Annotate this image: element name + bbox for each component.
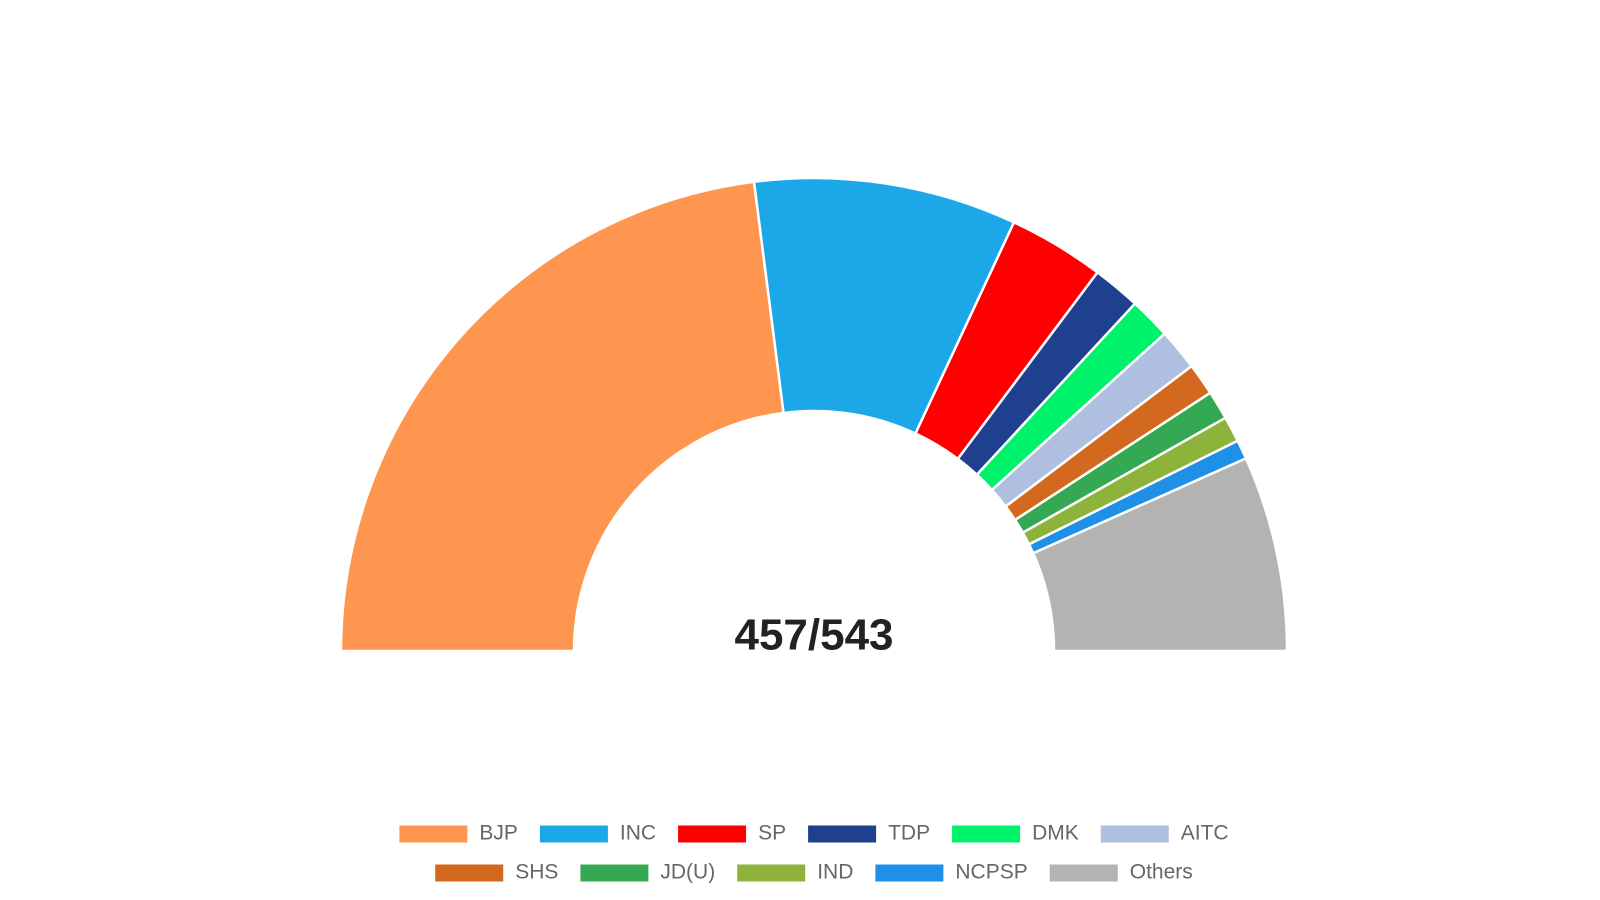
segment: [339, 180, 785, 653]
legend-item[interactable]: SP: [678, 822, 786, 845]
legend-swatch: [399, 825, 468, 843]
legend-swatch: [875, 864, 944, 882]
legend-label: SHS: [515, 861, 558, 884]
legend-label: DMK: [1032, 822, 1079, 845]
legend-label: JD(U): [660, 861, 715, 884]
legend-swatch: [1100, 825, 1169, 843]
legend-label: AITC: [1181, 822, 1229, 845]
legend-item[interactable]: INC: [539, 822, 656, 845]
legend-swatch: [808, 825, 877, 843]
legend-item[interactable]: IND: [737, 861, 853, 884]
legend-label: SP: [758, 822, 786, 845]
legend-label: NCPSP: [955, 861, 1027, 884]
legend-item[interactable]: NCPSP: [875, 861, 1028, 884]
segment: [1031, 456, 1289, 653]
legend-swatch: [678, 825, 747, 843]
legend-label: Others: [1130, 861, 1193, 884]
legend-label: INC: [620, 822, 656, 845]
legend-swatch: [952, 825, 1021, 843]
legend-label: IND: [817, 861, 853, 884]
legend-item[interactable]: Others: [1049, 861, 1193, 884]
legend-item[interactable]: BJP: [399, 822, 518, 845]
legend-swatch: [1049, 864, 1118, 882]
legend-item[interactable]: SHS: [435, 861, 558, 884]
legend-label: BJP: [479, 822, 518, 845]
legend-item[interactable]: AITC: [1100, 822, 1229, 845]
legend-swatch: [737, 864, 806, 882]
legend-item[interactable]: TDP: [808, 822, 930, 845]
legend-item[interactable]: JD(U): [580, 861, 715, 884]
legend-label: TDP: [888, 822, 930, 845]
center-label: 457/543: [734, 611, 893, 660]
legend-item[interactable]: DMK: [952, 822, 1079, 845]
legend-swatch: [580, 864, 649, 882]
legend-swatch: [435, 864, 504, 882]
legend-swatch: [539, 825, 608, 843]
